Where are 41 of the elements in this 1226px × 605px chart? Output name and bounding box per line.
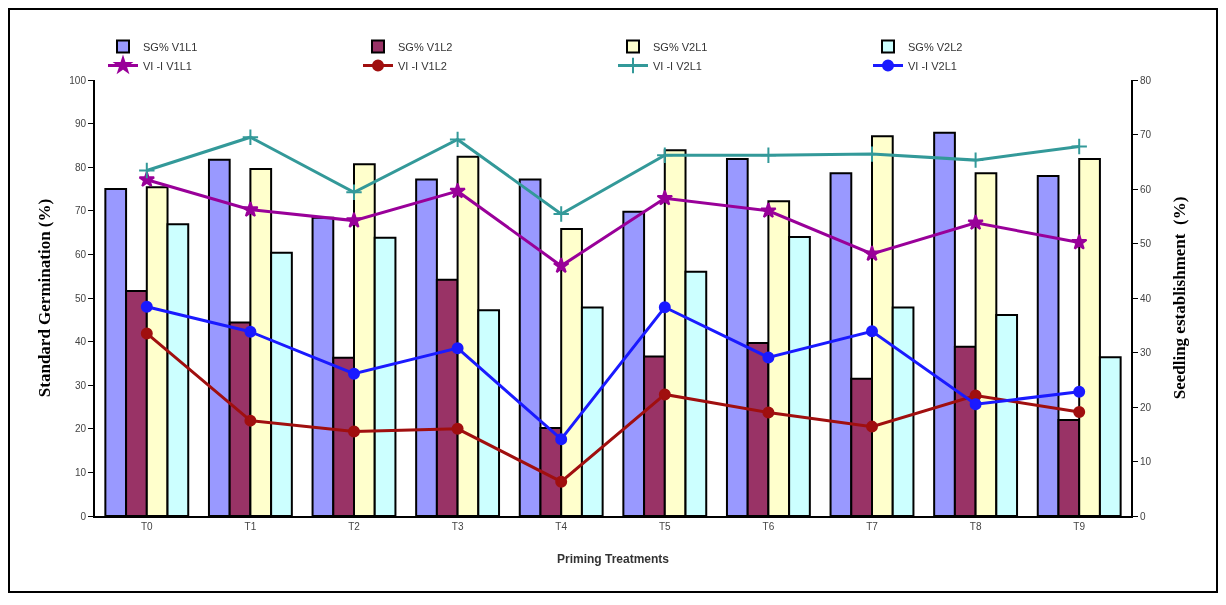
x-tick-label: T1	[244, 521, 257, 532]
x-tick-label: T4	[555, 521, 568, 532]
y-tick-label: 10	[74, 466, 87, 478]
y2-axis-title: Seedling establishment (%)	[1169, 196, 1189, 400]
legend-label: SG% V2L1	[653, 40, 708, 53]
x-tick-label: T7	[866, 521, 879, 532]
y-tick-label: 30	[74, 379, 87, 391]
y-axis-title: Standard Germination (%)	[35, 198, 54, 398]
legend-label: VI -I V2L1	[908, 59, 957, 72]
y2-tick-label: 80	[1140, 74, 1152, 86]
y2-tick-label: 30	[1140, 347, 1152, 358]
x-tick-label: T9	[1073, 521, 1086, 532]
y2-tick-label: 60	[1140, 183, 1152, 195]
legend-label: SG% V1L1	[143, 40, 198, 53]
y-tick-label: 100	[69, 74, 87, 86]
x-tick-label: T2	[348, 521, 361, 532]
legend-label: VI -I V2L1	[653, 59, 702, 72]
y2-tick-label: 70	[1140, 129, 1152, 140]
legend-label: VI -I V1L2	[398, 59, 447, 72]
x-tick-label: T6	[762, 521, 775, 532]
x-tick-label: T5	[658, 521, 672, 532]
y2-tick-label: 10	[1140, 456, 1152, 467]
y2-tick-label: 50	[1140, 238, 1152, 249]
legend-label: VI -I V1L1	[143, 59, 192, 72]
y-tick-label: 0	[80, 510, 87, 522]
y-tick-label: 50	[74, 292, 87, 304]
x-axis-title: Priming Treatments	[556, 552, 670, 566]
y2-tick-label: 0	[1140, 510, 1146, 522]
legend-label: SG% V1L2	[398, 40, 453, 53]
y-tick-label: 70	[74, 205, 87, 217]
y-tick-label: 90	[74, 118, 87, 130]
y-tick-label: 80	[74, 161, 87, 173]
x-tick-label: T3	[451, 521, 464, 532]
y-tick-label: 40	[74, 336, 87, 348]
y2-tick-label: 20	[1140, 401, 1152, 413]
y-tick-label: 60	[74, 248, 87, 260]
y2-tick-label: 40	[1140, 292, 1152, 304]
legend-label: SG% V2L2	[908, 40, 963, 53]
x-tick-label: T0	[140, 521, 154, 532]
y-tick-label: 20	[74, 423, 87, 435]
x-tick-label: T8	[969, 521, 982, 532]
